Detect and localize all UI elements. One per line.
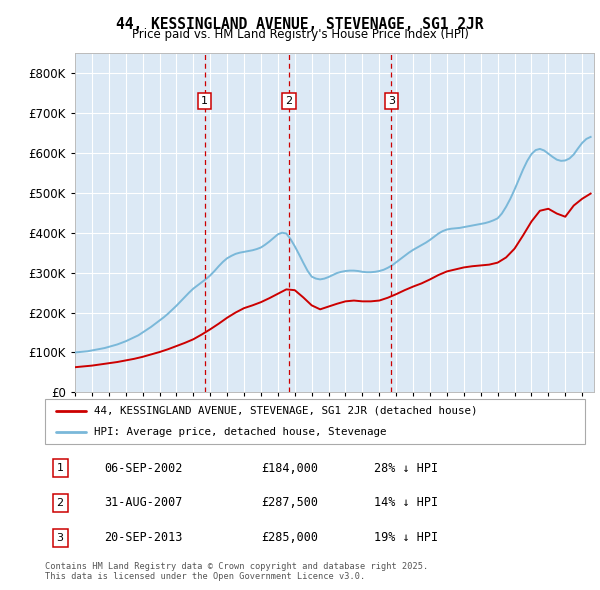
FancyBboxPatch shape: [45, 399, 585, 444]
Text: 31-AUG-2007: 31-AUG-2007: [104, 496, 183, 510]
Text: 44, KESSINGLAND AVENUE, STEVENAGE, SG1 2JR (detached house): 44, KESSINGLAND AVENUE, STEVENAGE, SG1 2…: [94, 406, 477, 416]
Text: £184,000: £184,000: [261, 461, 318, 474]
Text: 3: 3: [388, 96, 395, 106]
Text: £287,500: £287,500: [261, 496, 318, 510]
Text: 3: 3: [56, 533, 64, 543]
Text: £285,000: £285,000: [261, 532, 318, 545]
Text: Contains HM Land Registry data © Crown copyright and database right 2025.
This d: Contains HM Land Registry data © Crown c…: [45, 562, 428, 581]
Text: 1: 1: [56, 463, 64, 473]
Text: Price paid vs. HM Land Registry's House Price Index (HPI): Price paid vs. HM Land Registry's House …: [131, 28, 469, 41]
Text: 06-SEP-2002: 06-SEP-2002: [104, 461, 183, 474]
Text: 1: 1: [201, 96, 208, 106]
Text: 2: 2: [286, 96, 293, 106]
Text: 20-SEP-2013: 20-SEP-2013: [104, 532, 183, 545]
Text: 14% ↓ HPI: 14% ↓ HPI: [374, 496, 439, 510]
Text: 2: 2: [56, 498, 64, 508]
Text: 28% ↓ HPI: 28% ↓ HPI: [374, 461, 439, 474]
Text: 19% ↓ HPI: 19% ↓ HPI: [374, 532, 439, 545]
Text: HPI: Average price, detached house, Stevenage: HPI: Average price, detached house, Stev…: [94, 427, 386, 437]
Text: 44, KESSINGLAND AVENUE, STEVENAGE, SG1 2JR: 44, KESSINGLAND AVENUE, STEVENAGE, SG1 2…: [116, 17, 484, 31]
